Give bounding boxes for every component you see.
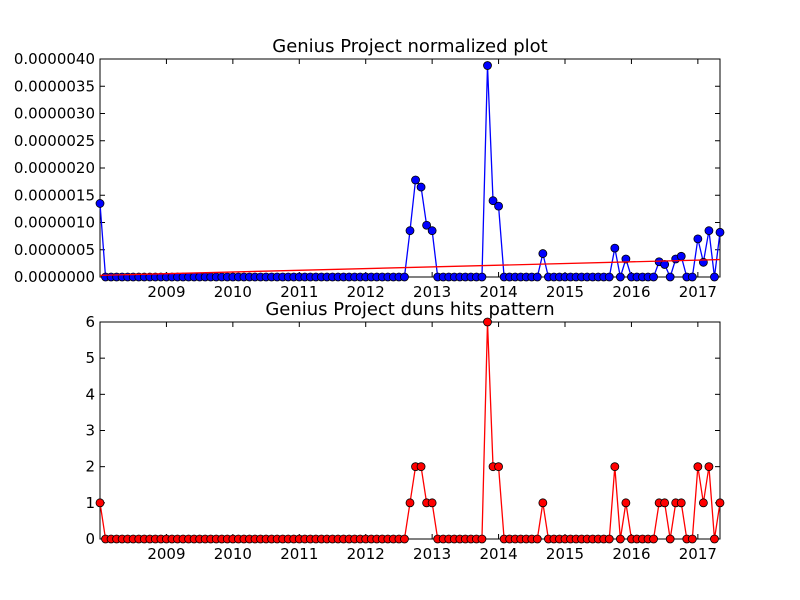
data-point bbox=[427, 498, 437, 508]
data-point bbox=[604, 272, 614, 282]
y-tick-label: 0 bbox=[85, 530, 95, 548]
chart-title: Genius Project normalized plot bbox=[272, 36, 547, 57]
data-point bbox=[676, 498, 686, 508]
data-point bbox=[621, 254, 631, 264]
data-point bbox=[405, 498, 415, 508]
data-point bbox=[693, 234, 703, 244]
data-point bbox=[615, 272, 625, 282]
data-point bbox=[477, 272, 487, 282]
x-tick-label: 2015 bbox=[546, 283, 584, 301]
data-point bbox=[483, 317, 492, 327]
y-tick-label: 0.0000005 bbox=[14, 241, 95, 259]
data-point bbox=[483, 61, 492, 70]
x-tick-label: 2016 bbox=[612, 545, 650, 563]
x-tick-label: 2011 bbox=[280, 283, 318, 301]
data-point bbox=[665, 272, 675, 282]
duns-hits-panel: Genius Project duns hits pattern 2009 201… bbox=[85, 299, 725, 563]
data-point bbox=[422, 220, 432, 230]
chart-title: Genius Project duns hits pattern bbox=[265, 299, 554, 320]
data-point bbox=[416, 182, 426, 192]
data-point bbox=[532, 534, 542, 544]
normalized-plot-panel: Genius Project normalized plot 2009 2010 2… bbox=[14, 36, 725, 301]
data-point bbox=[411, 175, 420, 185]
plot-axes: 2009 2010 2011 2012 2013 2014 2015 2016 2017 0.00… bbox=[14, 50, 721, 301]
data-point bbox=[494, 462, 503, 472]
y-tick-label: 0.0000020 bbox=[14, 159, 95, 177]
data-point bbox=[427, 226, 437, 236]
data-point bbox=[610, 462, 620, 472]
y-tick-label: 0.0000010 bbox=[14, 214, 95, 232]
y-tick-label: 0.0000035 bbox=[14, 77, 95, 95]
x-tick-label: 2013 bbox=[413, 545, 451, 563]
data-point bbox=[610, 243, 620, 253]
y-tick-label: 6 bbox=[85, 313, 95, 331]
x-tick-label: 2017 bbox=[679, 545, 717, 563]
data-point bbox=[704, 462, 714, 472]
data-point bbox=[687, 272, 697, 282]
data-point bbox=[693, 462, 703, 472]
x-tick-label: 2017 bbox=[679, 283, 717, 301]
data-point bbox=[704, 226, 714, 236]
series-0 bbox=[95, 317, 725, 544]
y-tick-label: 0.0000030 bbox=[14, 105, 95, 123]
data-point bbox=[477, 534, 487, 544]
series-1 bbox=[99, 258, 721, 277]
x-tick-label: 2009 bbox=[147, 545, 185, 563]
x-tick-label: 2016 bbox=[612, 283, 650, 301]
data-point bbox=[95, 199, 105, 208]
plot-axes: 2009 2010 2011 2012 2013 2014 2015 2016 2017 0 1 2 3… bbox=[85, 313, 721, 563]
data-point bbox=[416, 462, 426, 472]
y-tick-label: 0.0000000 bbox=[14, 268, 95, 286]
y-tick-label: 2 bbox=[85, 458, 95, 476]
x-tick-label: 2014 bbox=[479, 283, 517, 301]
data-point bbox=[538, 249, 548, 258]
plot-series-group bbox=[95, 61, 725, 282]
y-tick-label: 3 bbox=[85, 422, 95, 440]
y-tick-label: 1 bbox=[85, 494, 95, 512]
data-point bbox=[400, 272, 409, 282]
plot-series-group bbox=[95, 317, 725, 544]
y-tick-label: 0.0000015 bbox=[14, 186, 95, 204]
x-tick-label: 2014 bbox=[479, 545, 517, 563]
y-tick-label: 5 bbox=[85, 349, 95, 367]
x-tick-label: 2013 bbox=[413, 283, 451, 301]
data-point bbox=[676, 251, 686, 261]
data-point bbox=[710, 534, 719, 544]
data-point bbox=[405, 226, 415, 236]
data-point bbox=[698, 498, 708, 508]
data-point bbox=[604, 534, 614, 544]
x-tick-label: 2011 bbox=[280, 545, 318, 563]
data-point bbox=[538, 498, 548, 508]
series-0 bbox=[95, 61, 725, 282]
data-point bbox=[649, 272, 658, 282]
data-point bbox=[95, 498, 105, 508]
data-point bbox=[494, 201, 503, 211]
x-tick-label: 2009 bbox=[147, 283, 185, 301]
y-tick-label: 0.0000025 bbox=[14, 132, 95, 150]
data-point bbox=[532, 272, 542, 282]
data-point bbox=[621, 498, 631, 508]
data-point bbox=[715, 498, 725, 508]
data-point bbox=[488, 196, 498, 206]
data-point bbox=[715, 227, 725, 237]
data-point bbox=[687, 534, 697, 544]
data-point bbox=[660, 498, 670, 508]
x-tick-label: 2012 bbox=[347, 283, 385, 301]
x-tick-label: 2015 bbox=[546, 545, 584, 563]
x-tick-label: 2012 bbox=[347, 545, 385, 563]
series-line bbox=[99, 258, 721, 277]
data-point bbox=[649, 534, 658, 544]
data-point bbox=[665, 534, 675, 544]
series-line bbox=[99, 65, 721, 279]
x-tick-label: 2010 bbox=[214, 545, 252, 563]
data-point bbox=[710, 272, 719, 282]
data-point bbox=[615, 534, 625, 544]
y-tick-label: 0.0000040 bbox=[14, 50, 95, 68]
y-tick-label: 4 bbox=[85, 385, 95, 403]
axes-frame bbox=[99, 58, 721, 278]
x-tick-label: 2010 bbox=[214, 283, 252, 301]
data-point bbox=[400, 534, 409, 544]
